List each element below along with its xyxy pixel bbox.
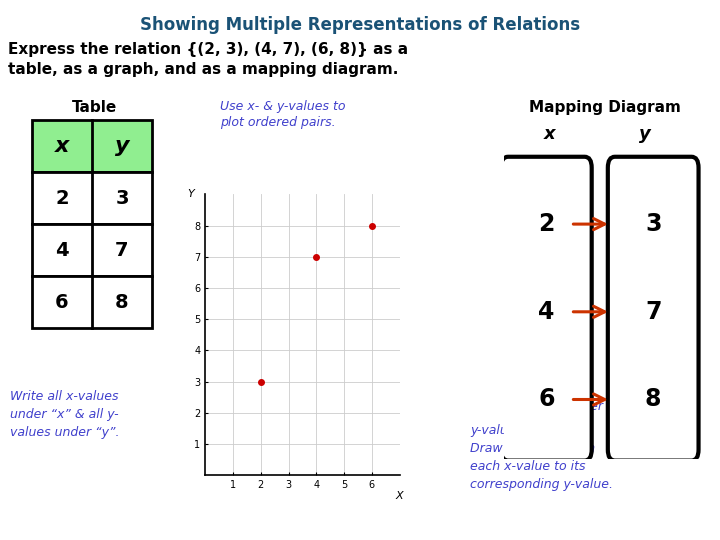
Text: x: x: [544, 125, 556, 143]
Text: 2: 2: [55, 188, 69, 207]
Text: plot ordered pairs.: plot ordered pairs.: [220, 116, 336, 129]
Text: 8: 8: [645, 388, 662, 411]
Text: 2: 2: [538, 212, 554, 236]
Text: 6: 6: [538, 388, 554, 411]
Text: y-values under “y”.
Draw an arrow from
each x-value to its
corresponding y-value: y-values under “y”. Draw an arrow from e…: [470, 424, 613, 491]
Text: y: y: [114, 136, 130, 156]
Text: Showing Multiple Representations of Relations: Showing Multiple Representations of Rela…: [140, 16, 580, 34]
Text: Use x- & y-values to: Use x- & y-values to: [220, 100, 346, 113]
Text: 7: 7: [115, 240, 129, 260]
Text: x: x: [55, 136, 69, 156]
Text: 4: 4: [55, 240, 69, 260]
Text: 8: 8: [115, 293, 129, 312]
FancyBboxPatch shape: [501, 157, 592, 461]
Text: Table: Table: [73, 100, 117, 115]
Text: 6: 6: [55, 293, 69, 312]
Text: Y: Y: [187, 190, 194, 199]
FancyBboxPatch shape: [608, 157, 698, 461]
Text: 3: 3: [115, 188, 129, 207]
Text: Write all x-values
under “x” & all y-
values under “y”.: Write all x-values under “x” & all y- va…: [10, 390, 120, 439]
Text: 4: 4: [538, 300, 554, 324]
Text: 7: 7: [645, 300, 662, 324]
FancyBboxPatch shape: [32, 224, 152, 276]
FancyBboxPatch shape: [32, 276, 152, 328]
Text: y: y: [639, 125, 651, 143]
FancyBboxPatch shape: [32, 120, 152, 172]
FancyBboxPatch shape: [32, 172, 152, 224]
Text: 3: 3: [645, 212, 662, 236]
Text: Mapping Diagram: Mapping Diagram: [529, 100, 681, 115]
Text: Express the relation {(2, 3), (4, 7), (6, 8)} as a: Express the relation {(2, 3), (4, 7), (6…: [8, 42, 408, 57]
Text: table, as a graph, and as a mapping diagram.: table, as a graph, and as a mapping diag…: [8, 62, 398, 77]
Text: x-values under “x”: x-values under “x”: [510, 400, 627, 413]
Text: X: X: [396, 491, 403, 501]
